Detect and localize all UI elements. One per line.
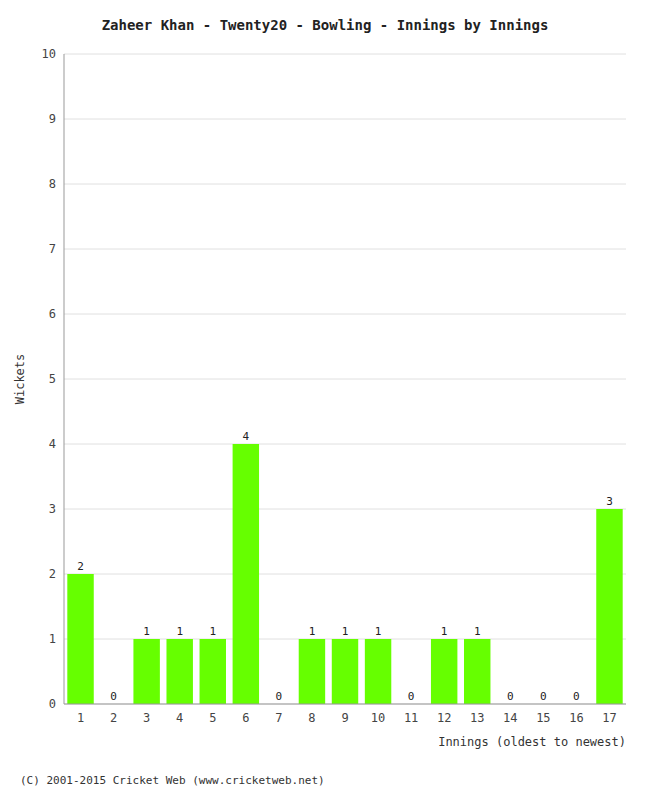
x-tick-label: 17 bbox=[602, 711, 616, 725]
bar bbox=[464, 639, 490, 704]
y-axis: 012345678910 bbox=[42, 47, 626, 711]
data-label: 1 bbox=[342, 625, 349, 638]
y-tick-label: 1 bbox=[49, 632, 56, 646]
x-tick-label: 8 bbox=[308, 711, 315, 725]
bar bbox=[67, 574, 93, 704]
x-tick-label: 3 bbox=[143, 711, 150, 725]
title: Zaheer Khan - Twenty20 - Bowling - Innin… bbox=[102, 17, 549, 33]
data-label: 4 bbox=[243, 430, 250, 443]
grid-line bbox=[64, 574, 626, 575]
bar bbox=[332, 639, 358, 704]
grid-line bbox=[64, 184, 626, 185]
y-axis-line bbox=[64, 54, 65, 704]
grid-line bbox=[64, 509, 626, 510]
footer: (C) 2001-2015 Cricket Web (www.cricketwe… bbox=[20, 774, 325, 787]
y-tick-label: 7 bbox=[49, 242, 56, 256]
bar bbox=[233, 444, 259, 704]
x-tick-label: 2 bbox=[110, 711, 117, 725]
x-tick-label: 4 bbox=[176, 711, 183, 725]
y-tick-label: 10 bbox=[42, 47, 56, 61]
data-label: 1 bbox=[309, 625, 316, 638]
x-axis: 1234567891011121314151617 bbox=[77, 711, 617, 725]
x-tick-label: 5 bbox=[209, 711, 216, 725]
data-label: 0 bbox=[507, 690, 514, 703]
x-axis-label: Innings (oldest to newest) bbox=[438, 735, 626, 749]
data-label: 1 bbox=[209, 625, 216, 638]
data-label: 0 bbox=[276, 690, 283, 703]
grid-line bbox=[64, 704, 626, 705]
y-tick-label: 2 bbox=[49, 567, 56, 581]
x-tick-label: 13 bbox=[470, 711, 484, 725]
x-tick-label: 14 bbox=[503, 711, 517, 725]
data-label: 1 bbox=[441, 625, 448, 638]
data-label: 1 bbox=[143, 625, 150, 638]
bar bbox=[166, 639, 192, 704]
x-tick-label: 6 bbox=[242, 711, 249, 725]
data-labels: 2 0 1 1 1 4 0 1 1 1 0 1 1 0 0 0 3 bbox=[77, 430, 613, 703]
data-label: 0 bbox=[408, 690, 415, 703]
y-tick-label: 0 bbox=[49, 697, 56, 711]
bar bbox=[200, 639, 226, 704]
x-axis-line bbox=[64, 704, 626, 705]
data-label: 1 bbox=[176, 625, 183, 638]
bar bbox=[431, 639, 457, 704]
x-tick-label: 11 bbox=[404, 711, 418, 725]
bars bbox=[67, 444, 622, 704]
bar bbox=[596, 509, 622, 704]
y-tick-label: 3 bbox=[49, 502, 56, 516]
grid-line bbox=[64, 249, 626, 250]
y-tick-label: 9 bbox=[49, 112, 56, 126]
data-label: 2 bbox=[77, 560, 84, 573]
grid-line bbox=[64, 379, 626, 380]
x-tick-label: 10 bbox=[371, 711, 385, 725]
y-tick-label: 8 bbox=[49, 177, 56, 191]
grid-line bbox=[64, 119, 626, 120]
y-tick-label: 4 bbox=[49, 437, 56, 451]
grid-line bbox=[64, 444, 626, 445]
background bbox=[0, 0, 650, 800]
x-tick-label: 7 bbox=[275, 711, 282, 725]
data-label: 1 bbox=[375, 625, 382, 638]
grid-line bbox=[64, 54, 626, 55]
data-label: 3 bbox=[606, 495, 613, 508]
data-label: 0 bbox=[540, 690, 547, 703]
chart: 0123456789102011140111011000312345678910… bbox=[0, 0, 650, 800]
data-label: 0 bbox=[573, 690, 580, 703]
data-label: 0 bbox=[110, 690, 117, 703]
x-tick-label: 16 bbox=[569, 711, 583, 725]
y-tick-label: 6 bbox=[49, 307, 56, 321]
bar bbox=[365, 639, 391, 704]
y-tick-label: 5 bbox=[49, 372, 56, 386]
bar bbox=[299, 639, 325, 704]
x-tick-label: 1 bbox=[77, 711, 84, 725]
data-label: 1 bbox=[474, 625, 481, 638]
x-tick-label: 9 bbox=[341, 711, 348, 725]
chart-container: 0123456789102011140111011000312345678910… bbox=[0, 0, 650, 800]
grid-line bbox=[64, 314, 626, 315]
bar bbox=[133, 639, 159, 704]
y-axis-label: Wickets bbox=[13, 354, 27, 405]
x-tick-label: 15 bbox=[536, 711, 550, 725]
x-tick-label: 12 bbox=[437, 711, 451, 725]
